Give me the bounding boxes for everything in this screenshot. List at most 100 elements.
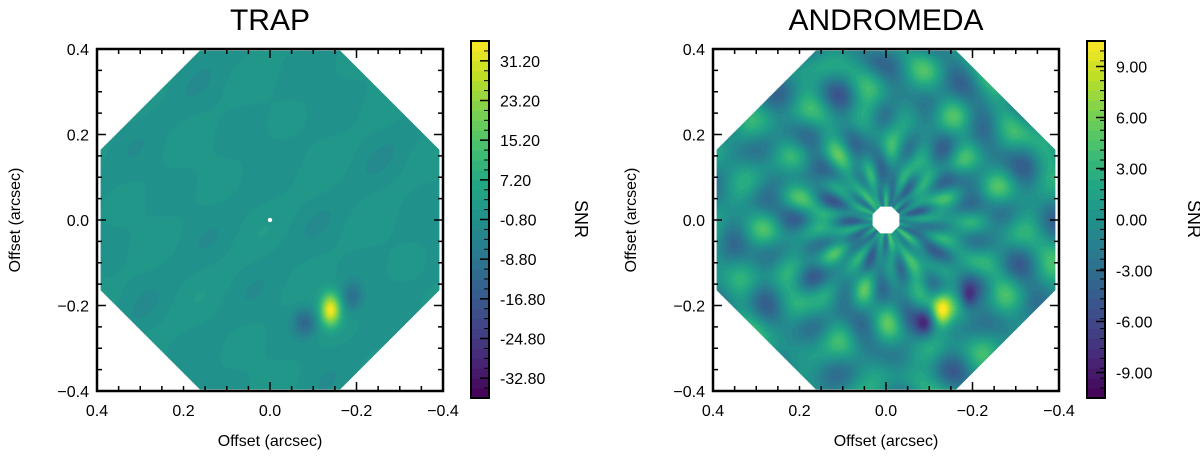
colorbar-tick-label: 31.20	[500, 54, 540, 71]
colorbar-segment	[471, 50, 489, 62]
colorbar-segment	[471, 179, 489, 191]
colorbar-segment	[1087, 358, 1105, 369]
colorbar-segment	[471, 60, 489, 72]
y-tick-label: 0.0	[683, 213, 705, 230]
colorbar-segment	[1087, 130, 1105, 141]
colorbar-segment	[471, 70, 489, 82]
colorbar-tick-label: -6.00	[1116, 315, 1153, 332]
colorbar-segment	[471, 338, 489, 349]
colorbar-segment	[471, 328, 489, 339]
x-tick-label: −0.2	[957, 403, 989, 420]
colorbar-label: SNR	[571, 200, 591, 238]
y-axis-label: Offset (arcsec)	[623, 168, 640, 273]
colorbar-segment	[471, 279, 489, 290]
colorbar-tick-label: -16.80	[500, 292, 545, 309]
colorbar-segment	[471, 269, 489, 280]
colorbar-segment	[471, 209, 489, 220]
colorbar-segment	[471, 199, 489, 211]
y-tick-label: 0.0	[67, 213, 89, 230]
colorbar-segment	[471, 259, 489, 270]
colorbar-segment	[1087, 110, 1105, 121]
trap-panel: 0.4 0.2 0.0 −0.2 −0.4 0.4 0.2 0.0 −0.2 −0.4 TRAP Of…	[7, 4, 591, 450]
colorbar-tick-label: -9.00	[1116, 366, 1153, 383]
colorbar-segment	[471, 189, 489, 201]
colorbar-segment	[1087, 80, 1105, 92]
x-tick-label: −0.4	[427, 403, 459, 420]
x-tick-label: 0.4	[86, 403, 108, 420]
colorbar-segment	[1087, 209, 1105, 220]
colorbar-segment	[1087, 318, 1105, 330]
colorbar-segment	[471, 368, 489, 379]
colorbar-segment	[471, 41, 489, 52]
x-tick-label: 0.2	[788, 403, 810, 420]
colorbar-segment	[1087, 388, 1105, 399]
colorbar-segment	[1087, 259, 1105, 270]
colorbar-tick-label: -24.80	[500, 332, 545, 349]
colorbar-segment	[1087, 160, 1105, 171]
x-tick-label: 0.4	[702, 403, 724, 420]
chart-title: TRAP	[230, 4, 310, 37]
colorbar-tick-label: 7.20	[500, 173, 531, 190]
colorbar-segment	[471, 130, 489, 141]
colorbar-segment	[1087, 348, 1105, 359]
colorbar-segment	[1087, 169, 1105, 181]
x-axis-label: Offset (arcsec)	[834, 433, 939, 450]
colorbar-tick-label: -8.80	[500, 252, 537, 269]
y-tick-label: 0.4	[683, 42, 705, 59]
colorbar-segment	[471, 110, 489, 121]
colorbar-segment	[1087, 249, 1105, 260]
andromeda-panel: 0.4 0.2 0.0 −0.2 −0.4 0.4 0.2 0.0 −0.2 −0.4 ANDROM…	[623, 4, 1200, 450]
colorbar-segment	[471, 229, 489, 240]
y-tick-label: 0.2	[683, 128, 705, 145]
colorbar-tick-label: 23.20	[500, 94, 540, 111]
colorbar-segment	[471, 169, 489, 181]
colorbar-tick-label: -32.80	[500, 371, 545, 388]
y-tick-label: 0.4	[67, 42, 89, 59]
colorbar-segment	[1087, 120, 1105, 131]
colorbar-segment	[1087, 269, 1105, 280]
colorbar-segment	[1087, 50, 1105, 62]
colorbar-segment	[471, 90, 489, 101]
colorbar-segment	[471, 120, 489, 131]
colorbar-tick-label: 0.00	[1116, 213, 1147, 230]
colorbar-segment	[471, 388, 489, 399]
x-tick-label: 0.0	[259, 403, 281, 420]
colorbar-segment	[1087, 70, 1105, 82]
colorbar-segment	[1087, 308, 1105, 320]
x-tick-label: −0.4	[1043, 403, 1075, 420]
colorbar-segment	[1087, 229, 1105, 240]
colorbar-segment	[1087, 239, 1105, 250]
colorbar-segment	[1087, 179, 1105, 191]
x-tick-label: −0.2	[341, 403, 373, 420]
colorbar-segment	[471, 239, 489, 250]
y-tick-label: 0.2	[67, 128, 89, 145]
colorbar-segment	[1087, 338, 1105, 349]
y-axis-label: Offset (arcsec)	[7, 168, 24, 273]
colorbar-segment	[1087, 279, 1105, 290]
colorbar-segment	[471, 160, 489, 171]
y-tick-label: −0.2	[57, 299, 89, 316]
colorbar-segment	[1087, 150, 1105, 161]
chart-title: ANDROMEDA	[788, 4, 983, 37]
colorbar-segment	[471, 249, 489, 260]
colorbar-segment	[471, 378, 489, 389]
colorbar-segment	[1087, 378, 1105, 389]
snr-map	[100, 50, 440, 390]
colorbar-segment	[1087, 298, 1105, 310]
colorbar-segment	[471, 100, 489, 111]
colorbar-segment	[1087, 90, 1105, 101]
colorbar-segment	[471, 348, 489, 359]
colorbar-segment	[471, 219, 489, 230]
colorbar-segment	[471, 298, 489, 310]
colorbar-segment	[471, 308, 489, 320]
y-tick-label: −0.2	[673, 299, 705, 316]
y-tick-label: −0.4	[673, 384, 705, 401]
colorbar-segment	[1087, 288, 1105, 300]
x-axis-label: Offset (arcsec)	[218, 433, 323, 450]
y-tick-label: −0.4	[57, 384, 89, 401]
colorbar-tick-label: 3.00	[1116, 162, 1147, 179]
colorbar-segment	[1087, 100, 1105, 111]
snr-map	[716, 50, 1056, 390]
